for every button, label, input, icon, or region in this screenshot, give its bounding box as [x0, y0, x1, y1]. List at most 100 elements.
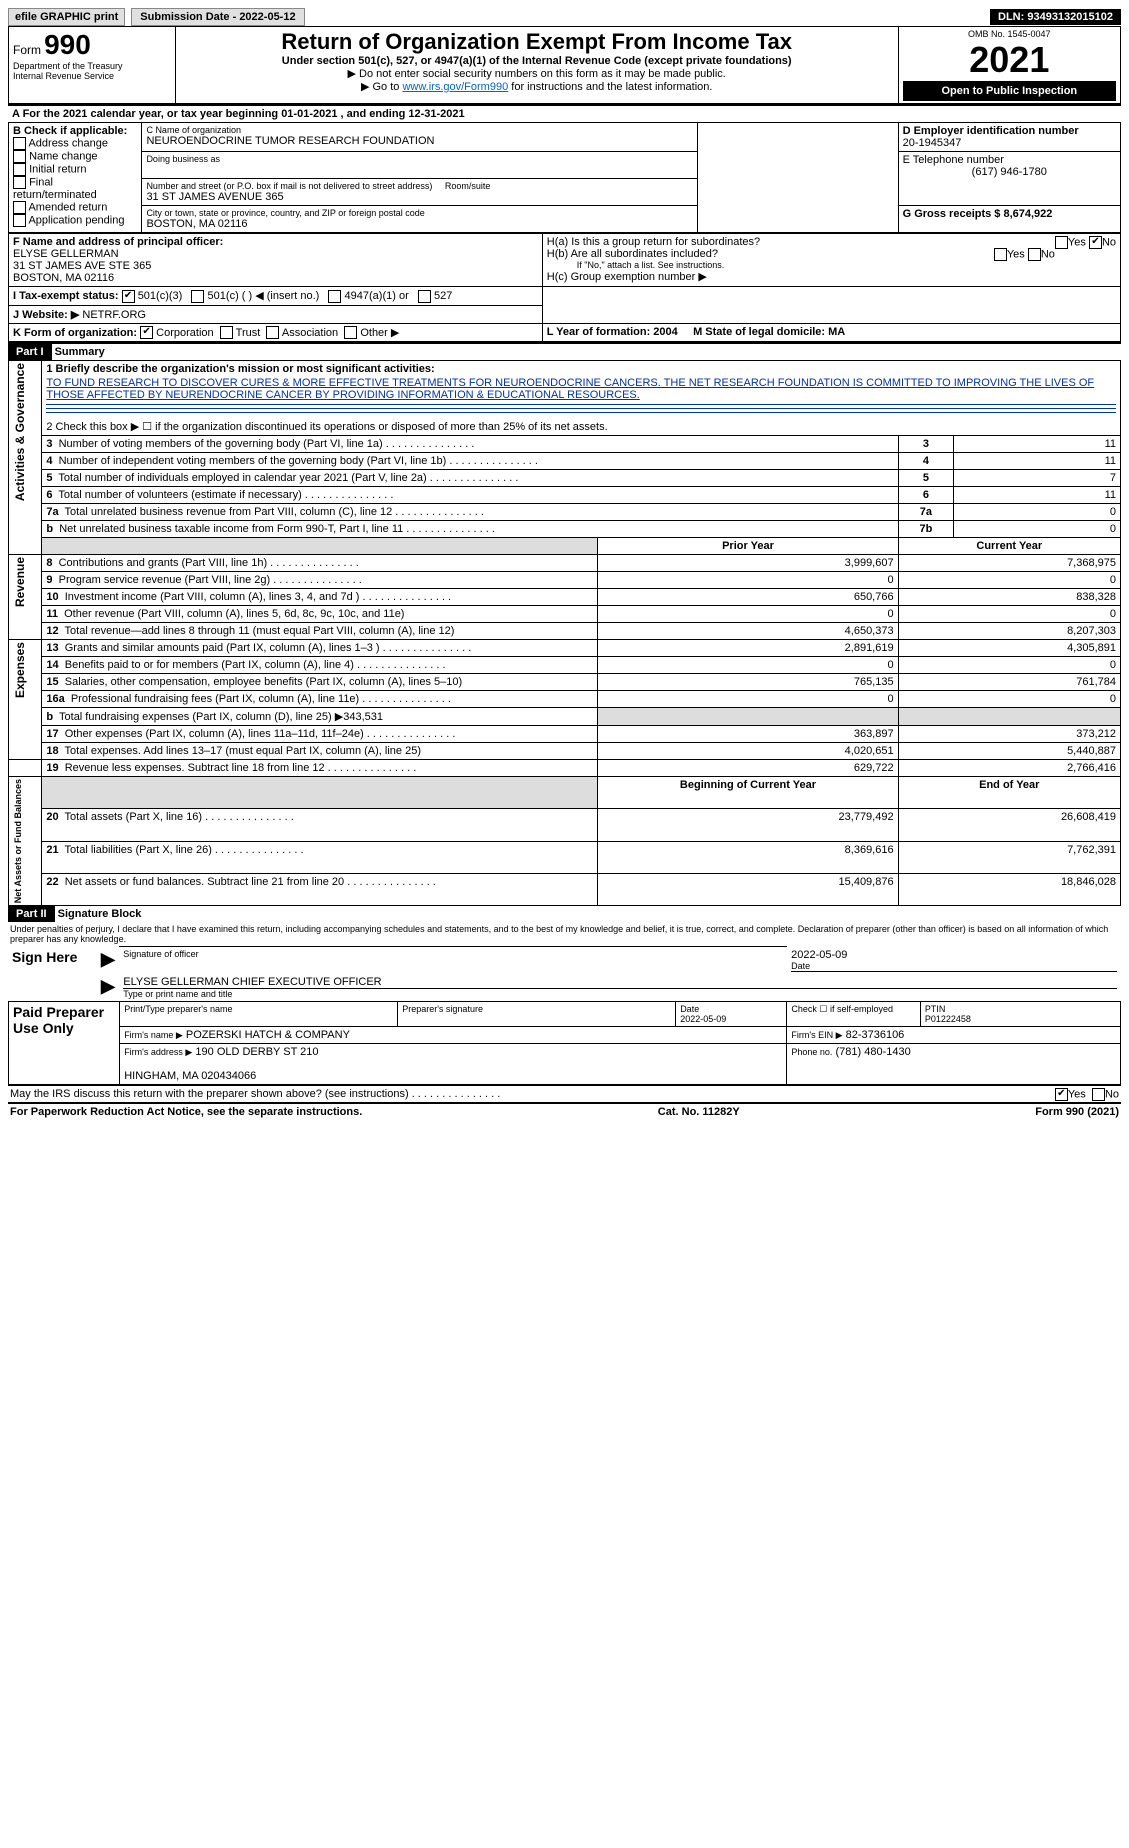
- year-formation: L Year of formation: 2004: [547, 326, 678, 338]
- checkbox-amended-return[interactable]: Amended return: [13, 201, 137, 214]
- line4-text: Number of independent voting members of …: [59, 455, 538, 467]
- checkbox-527[interactable]: [418, 290, 431, 303]
- pra-notice: For Paperwork Reduction Act Notice, see …: [10, 1106, 362, 1118]
- line15-text: Salaries, other compensation, employee b…: [65, 676, 462, 688]
- paid-preparer-table: Paid Preparer Use Only Print/Type prepar…: [8, 1001, 1121, 1085]
- line10-prior: 650,766: [598, 589, 898, 606]
- city-value: BOSTON, MA 02116: [146, 218, 693, 230]
- line22-begin: 15,409,876: [598, 874, 898, 906]
- line19-text: Revenue less expenses. Subtract line 18 …: [65, 762, 417, 774]
- line12-prior: 4,650,373: [598, 623, 898, 640]
- discuss-no-checkbox[interactable]: [1092, 1088, 1105, 1101]
- group-return-ha: H(a) Is this a group return for subordin…: [547, 236, 1116, 248]
- line8-text: Contributions and grants (Part VIII, lin…: [59, 557, 359, 569]
- checkbox-other[interactable]: [344, 326, 357, 339]
- city-label: City or town, state or province, country…: [146, 208, 693, 218]
- q2-text: 2 Check this box ▶ ☐ if the organization…: [42, 418, 1121, 436]
- dln-badge: DLN: 93493132015102: [990, 9, 1121, 25]
- ptin-label: PTIN: [925, 1004, 946, 1014]
- part1-header-row: Part I Summary: [8, 342, 1121, 360]
- line16a-text: Professional fundraising fees (Part IX, …: [71, 693, 451, 705]
- checkbox-name-change[interactable]: Name change: [13, 150, 137, 163]
- tax-exempt-label: I Tax-exempt status:: [13, 290, 119, 302]
- checkbox-association[interactable]: [266, 326, 279, 339]
- line4-value: 11: [954, 453, 1121, 470]
- vert-net-assets: Net Assets or Fund Balances: [13, 779, 23, 903]
- pp-name-label: Print/Type preparer's name: [120, 1001, 398, 1026]
- line9-current: 0: [898, 572, 1120, 589]
- line12-current: 8,207,303: [898, 623, 1120, 640]
- discuss-yes-checkbox[interactable]: ✔: [1055, 1088, 1068, 1101]
- line3-value: 11: [954, 436, 1121, 453]
- pp-self-employed[interactable]: Check ☐ if self-employed: [787, 1001, 920, 1026]
- line16a-current: 0: [898, 691, 1120, 708]
- line21-text: Total liabilities (Part X, line 26): [65, 844, 304, 856]
- line15-current: 761,784: [898, 674, 1120, 691]
- ein-label: D Employer identification number: [903, 125, 1116, 137]
- phone-label: E Telephone number: [903, 154, 1116, 166]
- line20-end: 26,608,419: [898, 809, 1120, 841]
- line8-prior: 3,999,607: [598, 555, 898, 572]
- checkbox-4947[interactable]: [328, 290, 341, 303]
- line22-text: Net assets or fund balances. Subtract li…: [65, 876, 436, 888]
- firm-name: POZERSKI HATCH & COMPANY: [186, 1029, 350, 1041]
- officer-addr1: 31 ST JAMES AVE STE 365: [13, 260, 538, 272]
- sig-officer-label: Signature of officer: [119, 947, 787, 974]
- top-bar: efile GRAPHIC print Submission Date - 20…: [8, 8, 1121, 26]
- line12-text: Total revenue—add lines 8 through 11 (mu…: [65, 625, 455, 637]
- line17-current: 373,212: [898, 726, 1120, 743]
- line9-prior: 0: [598, 572, 898, 589]
- checkbox-address-change[interactable]: Address change: [13, 137, 137, 150]
- line14-prior: 0: [598, 657, 898, 674]
- pp-date-label: Date: [680, 1004, 699, 1014]
- discuss-text: May the IRS discuss this return with the…: [10, 1088, 500, 1100]
- line7b-value: 0: [954, 521, 1121, 538]
- part1-title: Summary: [55, 346, 105, 358]
- form-subtitle-1: Under section 501(c), 527, or 4947(a)(1)…: [180, 55, 894, 67]
- form-header-table: Form 990 Department of the Treasury Inte…: [8, 26, 1121, 104]
- officer-group-table: F Name and address of principal officer:…: [8, 233, 1121, 342]
- catalog-number: Cat. No. 11282Y: [658, 1106, 740, 1118]
- checkbox-final-return[interactable]: Final return/terminated: [13, 176, 137, 201]
- period-line: A For the 2021 calendar year, or tax yea…: [8, 104, 1121, 122]
- line21-end: 7,762,391: [898, 841, 1120, 873]
- form-title: Return of Organization Exempt From Incom…: [180, 29, 894, 55]
- ptin-value: P01222458: [925, 1014, 971, 1024]
- mission-text: TO FUND RESEARCH TO DISCOVER CURES & MOR…: [46, 377, 1116, 401]
- checkbox-trust[interactable]: [220, 326, 233, 339]
- col-prior-year: Prior Year: [598, 538, 898, 555]
- gross-receipts: G Gross receipts $ 8,674,922: [903, 208, 1116, 220]
- line11-current: 0: [898, 606, 1120, 623]
- part1-table: Activities & Governance 1 Briefly descri…: [8, 360, 1121, 906]
- sign-here-label: Sign Here: [8, 947, 97, 1001]
- line15-prior: 765,135: [598, 674, 898, 691]
- checkbox-corporation[interactable]: ✔: [140, 326, 153, 339]
- sig-date-label: Date: [791, 961, 1117, 972]
- firm-phone-label: Phone no.: [791, 1047, 832, 1057]
- part1-badge: Part I: [8, 344, 52, 360]
- line13-prior: 2,891,619: [598, 640, 898, 657]
- irs-link[interactable]: www.irs.gov/Form990: [402, 81, 508, 93]
- part2-header-row: Part II Signature Block: [8, 906, 1121, 922]
- checkbox-501c[interactable]: [191, 290, 204, 303]
- efile-badge: efile GRAPHIC print: [8, 8, 125, 26]
- checkbox-501c3[interactable]: ✔: [122, 290, 135, 303]
- line16a-prior: 0: [598, 691, 898, 708]
- line11-prior: 0: [598, 606, 898, 623]
- line10-text: Investment income (Part VIII, column (A)…: [65, 591, 451, 603]
- submission-date-button[interactable]: Submission Date - 2022-05-12: [131, 8, 304, 26]
- checkbox-initial-return[interactable]: Initial return: [13, 163, 137, 176]
- line14-current: 0: [898, 657, 1120, 674]
- line11-text: Other revenue (Part VIII, column (A), li…: [64, 608, 404, 620]
- phone-value: (617) 946-1780: [903, 166, 1116, 178]
- open-inspection-badge: Open to Public Inspection: [903, 81, 1116, 101]
- checkbox-application-pending[interactable]: Application pending: [13, 214, 137, 227]
- signature-table: Sign Here ▶ Signature of officer 2022-05…: [8, 946, 1121, 1001]
- line6-text: Total number of volunteers (estimate if …: [58, 489, 393, 501]
- org-name: NEUROENDOCRINE TUMOR RESEARCH FOUNDATION: [146, 135, 693, 147]
- website-label: J Website: ▶: [13, 309, 79, 321]
- group-return-hb-note: If "No," attach a list. See instructions…: [547, 260, 1116, 270]
- firm-addr-label: Firm's address ▶: [124, 1047, 192, 1057]
- website-value: NETRF.ORG: [82, 309, 146, 321]
- vert-revenue: Revenue: [13, 557, 27, 607]
